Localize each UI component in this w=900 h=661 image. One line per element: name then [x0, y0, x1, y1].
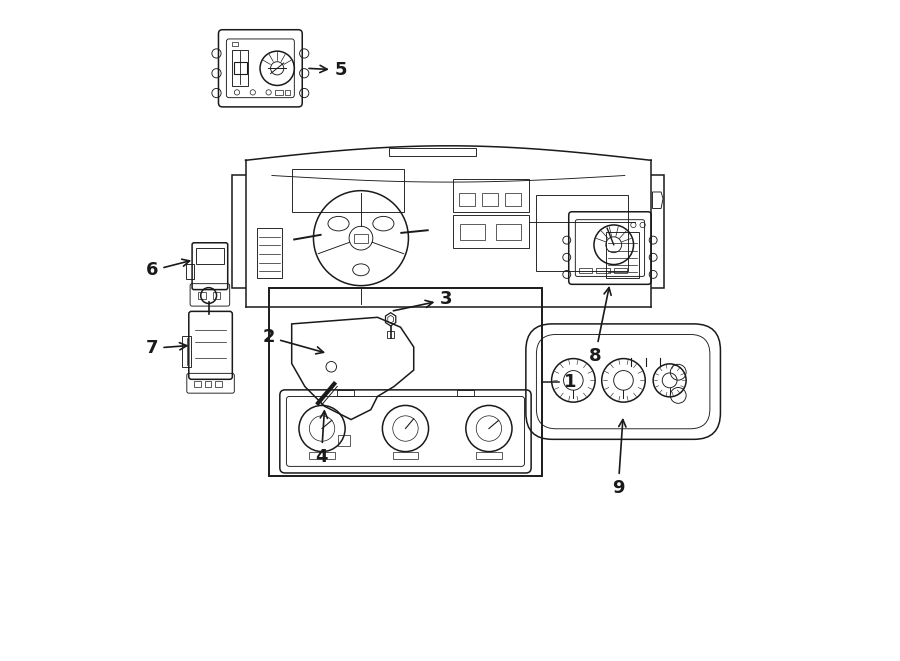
- Bar: [454, 215, 529, 248]
- Bar: [204, 381, 212, 387]
- Bar: [196, 248, 224, 264]
- Bar: [597, 268, 609, 273]
- Bar: [579, 268, 592, 273]
- Bar: [198, 292, 206, 299]
- Bar: [215, 381, 221, 387]
- Bar: [257, 228, 283, 278]
- Bar: [390, 148, 476, 156]
- Bar: [459, 193, 475, 206]
- Bar: [275, 91, 284, 95]
- Bar: [182, 336, 192, 368]
- Bar: [338, 436, 350, 446]
- Text: 3: 3: [393, 290, 453, 311]
- Bar: [614, 268, 627, 273]
- Bar: [505, 193, 521, 206]
- Bar: [232, 50, 248, 87]
- Bar: [457, 390, 474, 397]
- Text: 2: 2: [263, 328, 323, 354]
- Bar: [392, 452, 418, 459]
- Bar: [310, 452, 335, 459]
- Bar: [476, 452, 501, 459]
- Text: 4: 4: [315, 411, 328, 466]
- Bar: [387, 331, 394, 338]
- Bar: [194, 381, 201, 387]
- Bar: [355, 233, 367, 243]
- Text: 1: 1: [563, 373, 576, 391]
- Bar: [186, 264, 194, 279]
- Bar: [454, 178, 529, 212]
- Bar: [607, 231, 639, 278]
- Text: 8: 8: [589, 288, 611, 365]
- Text: 7: 7: [146, 339, 187, 358]
- Bar: [292, 169, 404, 212]
- Bar: [337, 390, 354, 397]
- Text: 6: 6: [146, 259, 190, 280]
- Bar: [212, 292, 220, 299]
- Bar: [496, 224, 521, 240]
- Bar: [460, 224, 485, 240]
- Bar: [234, 62, 247, 74]
- Bar: [536, 195, 628, 271]
- Bar: [482, 193, 499, 206]
- Bar: [268, 288, 543, 476]
- Bar: [232, 42, 238, 46]
- Text: 9: 9: [612, 420, 625, 497]
- Text: 5: 5: [309, 61, 347, 79]
- Bar: [285, 91, 291, 95]
